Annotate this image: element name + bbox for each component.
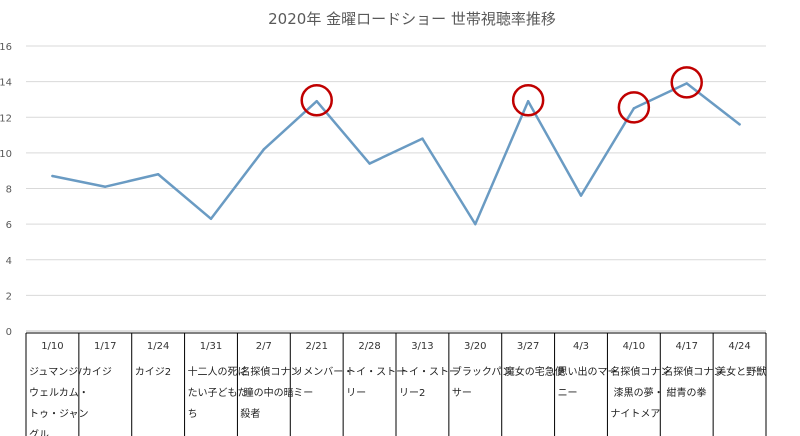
x-tick-label-title-line: ウェルカム・ xyxy=(29,387,89,399)
x-tick-label-date: 1/24 xyxy=(147,341,169,352)
y-tick-label: 16 xyxy=(0,42,12,53)
x-tick-label-date: 3/13 xyxy=(411,341,433,352)
x-tick-label-date: 2/7 xyxy=(256,341,272,352)
x-tick-label-title: 美女と野獣 xyxy=(716,365,766,378)
highlight-circle xyxy=(511,83,545,117)
category-table: 1/10 ジュマンジ/ウェルカム・トゥ・ジャングル 1/17 カイジ 1/24 カイジ2 1… xyxy=(25,332,767,436)
x-tick-label-date: 3/20 xyxy=(464,341,486,352)
x-tick-label-title-line: リー2 xyxy=(399,388,425,399)
x-tick-label-title: 名探偵コナン 紺青の拳 xyxy=(663,365,723,399)
x-tick-label-title: リメンバー・ミー xyxy=(293,366,353,399)
data-point xyxy=(632,107,636,110)
x-tick-label-title-line: ミー xyxy=(293,388,313,399)
x-tick-label-title-line: 思い出のマー xyxy=(558,365,618,378)
x-tick-label-title-line: リー xyxy=(346,388,366,399)
x-tick-label-title: 名探偵コナン 漆黒の夢・ナイトメア xyxy=(610,365,670,420)
x-tick-label-title-line: トイ・ストー xyxy=(346,367,406,378)
data-point xyxy=(315,100,318,103)
x-tick-label-title-line: 魔女の宅急便 xyxy=(505,365,565,378)
y-tick-label: 10 xyxy=(0,149,12,160)
highlight-circles xyxy=(300,66,703,124)
x-tick-label-title: ブラックパンサー xyxy=(452,365,512,399)
x-tick-label-title-line: 瞳の中の暗 xyxy=(240,386,293,399)
data-point xyxy=(685,82,688,85)
chart-title: 2020年 金曜ロードショー 世帯視聴率推移 xyxy=(268,10,556,28)
series-line-group xyxy=(51,82,741,226)
data-point xyxy=(51,174,54,178)
x-tick-label-title-line: トイ・ストー xyxy=(399,367,459,378)
x-tick-label-title-line: ナイトメア xyxy=(610,408,660,420)
x-tick-label-title-line: ニー xyxy=(558,388,578,399)
x-tick-label-date: 3/27 xyxy=(517,341,539,352)
x-tick-label-title: 魔女の宅急便 xyxy=(505,365,565,378)
x-tick-label-title-line: カイジ2 xyxy=(135,366,171,378)
x-tick-label-date: 1/10 xyxy=(41,341,63,352)
data-point xyxy=(579,194,583,197)
x-tick-label-date: 4/24 xyxy=(728,341,750,352)
y-tick-label: 8 xyxy=(6,185,12,196)
highlight-circle xyxy=(300,83,333,117)
x-tick-label-title-line: トゥ・ジャン xyxy=(29,409,89,420)
y-axis-ticks: 0 2 4 6 8 10 12 14 16 xyxy=(0,42,12,338)
data-point xyxy=(104,185,107,188)
x-tick-label-title-line: たい子どもた xyxy=(188,387,248,399)
x-tick-label-title-line: 名探偵コナン xyxy=(610,365,670,378)
data-point xyxy=(474,222,477,226)
data-point xyxy=(368,162,371,165)
x-tick-label-date: 1/31 xyxy=(200,341,222,352)
x-tick-label-date: 2/21 xyxy=(305,341,327,352)
y-tick-label: 4 xyxy=(6,256,12,267)
x-tick-label-title-line: 漆黒の夢・ xyxy=(610,386,663,399)
x-tick-label-title: カイジ xyxy=(82,366,112,378)
gridlines xyxy=(26,45,766,332)
x-tick-label-title-line: カイジ xyxy=(82,366,112,378)
y-tick-label: 6 xyxy=(6,220,12,231)
x-tick-label-title-line: 美女と野獣 xyxy=(716,365,766,378)
x-tick-label-title-line: 名探偵コナン xyxy=(240,365,300,378)
y-tick-label: 14 xyxy=(0,78,12,89)
x-tick-label-title-line: ち xyxy=(188,408,198,420)
x-tick-label-title-line: リメンバー・ xyxy=(293,366,353,378)
x-tick-label-title-line: 十二人の死に xyxy=(188,365,248,378)
x-tick-label-title: 思い出のマーニー xyxy=(558,365,618,399)
x-tick-label-date: 4/3 xyxy=(573,341,589,352)
x-tick-label-title: ジュマンジ/ウェルカム・トゥ・ジャングル xyxy=(29,367,89,436)
data-point xyxy=(738,123,741,126)
x-tick-label-date: 4/10 xyxy=(623,341,645,352)
x-tick-label-title-line: サー xyxy=(452,387,472,399)
y-tick-label: 2 xyxy=(6,291,12,302)
highlight-circle xyxy=(617,91,651,124)
x-tick-label-title: カイジ2 xyxy=(135,366,171,378)
data-point xyxy=(526,100,530,103)
series-line xyxy=(51,82,741,226)
x-tick-label-title: トイ・ストーリー xyxy=(346,367,406,399)
x-tick-label-title-line: グル xyxy=(29,428,49,436)
x-tick-label-title-line: 紺青の拳 xyxy=(663,386,706,399)
data-point xyxy=(421,137,424,140)
x-tick-label-title-line: ブラックパン xyxy=(452,365,512,378)
y-tick-label: 12 xyxy=(0,113,12,124)
data-point xyxy=(209,217,213,220)
x-tick-label-title-line: ジュマンジ/ xyxy=(29,367,82,378)
data-point xyxy=(156,173,160,176)
x-tick-label-title-line: 殺者 xyxy=(240,407,260,420)
x-tick-label-title-line: 名探偵コナン xyxy=(663,365,723,378)
x-tick-label-date: 4/17 xyxy=(675,341,697,352)
y-tick-label: 0 xyxy=(6,327,12,338)
data-point xyxy=(262,148,266,151)
x-tick-label-title: トイ・ストーリー2 xyxy=(399,367,459,399)
x-tick-label-date: 1/17 xyxy=(94,341,116,352)
highlight-circle xyxy=(670,66,703,99)
x-tick-label-title: 名探偵コナン 瞳の中の暗殺者 xyxy=(240,365,300,420)
x-tick-label-date: 2/28 xyxy=(358,341,380,352)
x-tick-label-title: 十二人の死にたい子どもたち xyxy=(188,365,248,420)
